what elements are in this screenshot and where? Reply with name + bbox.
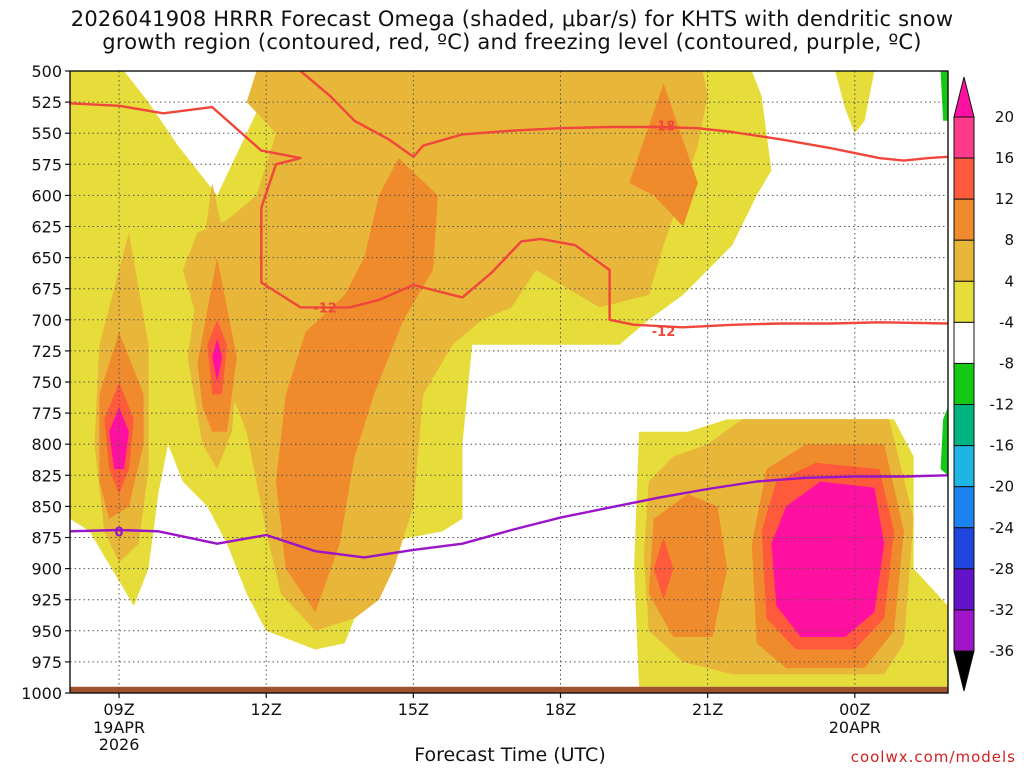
y-tick-label-825: 825 bbox=[31, 466, 62, 485]
ground-layer bbox=[70, 686, 948, 693]
y-tick-label-575: 575 bbox=[31, 155, 62, 174]
ground-band bbox=[70, 686, 948, 693]
dgz-contour-0 bbox=[70, 102, 948, 329]
y-tick-label-925: 925 bbox=[31, 591, 62, 610]
dgz-label-1: -12 bbox=[313, 301, 337, 316]
colorbar-segment-16 bbox=[953, 157, 975, 200]
x-tick-label-18Z: 18Z bbox=[545, 700, 576, 719]
x-tick-label-12Z: 12Z bbox=[251, 700, 282, 719]
dgz-contour-1 bbox=[412, 125, 948, 162]
colorbar-label--8: -8 bbox=[999, 354, 1014, 372]
omega-shading bbox=[70, 71, 948, 687]
dgz-contour-2 bbox=[299, 71, 415, 158]
colorbar-segment--32 bbox=[953, 609, 975, 652]
colorbar-segment-12 bbox=[953, 198, 975, 241]
colorbar-label-8: 8 bbox=[1004, 231, 1014, 249]
y-tick-label-850: 850 bbox=[31, 497, 62, 516]
colorbar-label--36: -36 bbox=[990, 642, 1015, 660]
colorbar-label-4: 4 bbox=[1004, 272, 1014, 290]
y-tick-label-775: 775 bbox=[31, 404, 62, 423]
omega-region-20-18 bbox=[109, 406, 129, 470]
y-tick-label-700: 700 bbox=[31, 311, 62, 330]
colorbar-segment--12 bbox=[953, 404, 975, 447]
colorbar-segment--8 bbox=[953, 362, 975, 406]
colorbar-segment-8 bbox=[953, 239, 975, 282]
y-tick-label-725: 725 bbox=[31, 342, 62, 361]
y-tick-label-500: 500 bbox=[31, 62, 62, 81]
colorbar-segment--4 bbox=[953, 321, 975, 364]
x-tick-sublabel-00Z-0: 20APR bbox=[829, 718, 881, 737]
y-tick-label-550: 550 bbox=[31, 124, 62, 143]
y-tick-label-1000: 1000 bbox=[21, 684, 62, 703]
gridlines bbox=[70, 71, 948, 693]
dgz-label-2: -12 bbox=[652, 325, 676, 340]
colorbar-label-16: 16 bbox=[995, 149, 1014, 167]
omega-region-12-11 bbox=[629, 83, 698, 227]
colorbar-label--20: -20 bbox=[990, 478, 1015, 496]
y-tick-label-975: 975 bbox=[31, 653, 62, 672]
y-tick-label-600: 600 bbox=[31, 186, 62, 205]
credit-text: coolwx.com/models bbox=[850, 748, 1016, 766]
x-tick-label-00Z: 00Z bbox=[839, 700, 870, 719]
x-tick-label-09Z: 09Z bbox=[103, 700, 134, 719]
y-tick-label-950: 950 bbox=[31, 622, 62, 641]
colorbar: 20 16 12 8 4 -4 -8 -12 -16 -20 -24 -28 -32 -36 bbox=[953, 76, 1015, 692]
y-tick-label-625: 625 bbox=[31, 218, 62, 237]
omega-region-20-20 bbox=[771, 481, 885, 637]
x-axis-label: Forecast Time (UTC) bbox=[414, 744, 606, 766]
dgz-label-0: -18 bbox=[652, 120, 676, 135]
colorbar-label-12: 12 bbox=[995, 190, 1014, 208]
colorbar-label--32: -32 bbox=[990, 601, 1015, 619]
colorbar-label--12: -12 bbox=[990, 396, 1015, 414]
colorbar-label--16: -16 bbox=[990, 437, 1015, 455]
x-tick-label-21Z: 21Z bbox=[692, 700, 723, 719]
omega-region-12-8 bbox=[276, 158, 438, 613]
x-tick-label-15Z: 15Z bbox=[398, 700, 429, 719]
colorbar-segment-20 bbox=[953, 116, 975, 159]
colorbar-label--28: -28 bbox=[990, 560, 1015, 578]
colorbar-segment--28 bbox=[953, 568, 975, 611]
omega-region--8-22 bbox=[940, 406, 948, 476]
colorbar-label--4: -4 bbox=[999, 313, 1014, 331]
colorbar-segment--20 bbox=[953, 486, 975, 529]
y-tick-label-800: 800 bbox=[31, 435, 62, 454]
colorbar-segment--24 bbox=[953, 527, 975, 570]
omega-region--8-21 bbox=[940, 71, 948, 121]
y-tick-label-750: 750 bbox=[31, 373, 62, 392]
y-tick-label-675: 675 bbox=[31, 280, 62, 299]
omega-region-20-19 bbox=[212, 338, 223, 382]
contours: -18 -12 -12 0 bbox=[70, 71, 948, 559]
omega-region-16-16 bbox=[653, 537, 674, 600]
y-tick-label-525: 525 bbox=[31, 93, 62, 112]
colorbar-label-20: 20 bbox=[995, 108, 1014, 126]
y-tick-label-650: 650 bbox=[31, 249, 62, 268]
omega-region-4-2 bbox=[835, 71, 875, 134]
omega-region-12-12 bbox=[648, 494, 728, 637]
colorbar-top-triangle bbox=[953, 76, 975, 118]
x-tick-sublabel-09Z-1: 2026 bbox=[99, 735, 140, 754]
y-tick-label-900: 900 bbox=[31, 560, 62, 579]
freezing-level-contour bbox=[70, 474, 948, 559]
x-tick-sublabel-09Z-0: 19APR bbox=[93, 718, 145, 737]
freezing-level-label: 0 bbox=[115, 525, 124, 540]
y-tick-label-875: 875 bbox=[31, 529, 62, 548]
chart-title: 2026041908 HRRR Forecast Omega (shaded, … bbox=[70, 7, 954, 54]
colorbar-label--24: -24 bbox=[990, 519, 1015, 537]
y-axis: 500 525 550 575 600 625 650 675 700 725 750 775 800 8… bbox=[21, 62, 70, 703]
colorbar-segment--16 bbox=[953, 445, 975, 488]
colorbar-bottom-triangle bbox=[953, 650, 975, 692]
colorbar-segment-4 bbox=[953, 280, 975, 323]
